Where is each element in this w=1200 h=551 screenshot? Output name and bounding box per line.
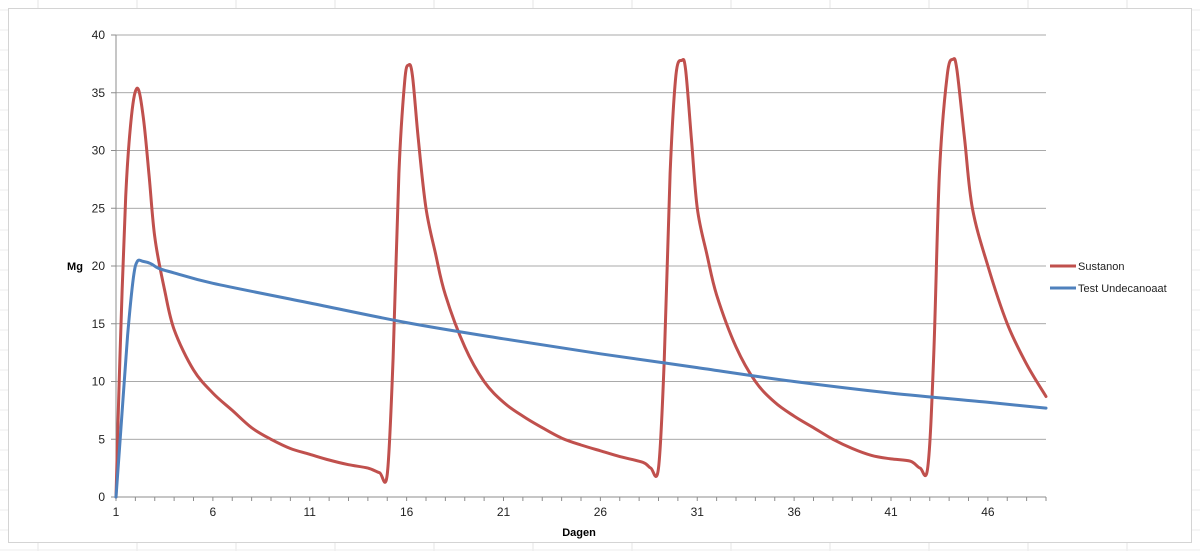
x-tick-label: 16: [400, 505, 414, 519]
y-axis-title: Mg: [67, 261, 83, 273]
y-tick-label: 35: [92, 86, 106, 100]
series-line-sustanon: [114, 57, 1048, 499]
series-line-test-undecanoaat: [114, 258, 1048, 499]
y-tick-label: 20: [92, 259, 106, 273]
legend[interactable]: Sustanon Test Undecanoaat: [1050, 261, 1167, 295]
legend-label-sustanon: Sustanon: [1078, 261, 1124, 273]
x-tick-label: 21: [497, 505, 511, 519]
x-tick-label: 41: [884, 505, 898, 519]
x-axis-title: Dagen: [562, 527, 596, 539]
axes: [111, 34, 1047, 501]
y-tick-label: 25: [92, 201, 106, 215]
legend-label-test-undecanoaat: Test Undecanoaat: [1078, 283, 1167, 295]
gridlines: [116, 34, 1046, 440]
chart-area[interactable]: 0 5 10 15 20 25 30 35 40 1 6 11 16 21 26 31 36 41 46 Mg Da…: [8, 8, 1192, 543]
y-tick-label: 5: [98, 432, 105, 446]
series-lines: [114, 57, 1048, 499]
x-tick-label: 6: [210, 505, 217, 519]
y-tick-label: 10: [92, 375, 106, 389]
x-tick-label: 31: [691, 505, 705, 519]
y-tick-label: 15: [92, 317, 106, 331]
y-tick-label: 30: [92, 144, 106, 158]
y-tick-label: 0: [98, 490, 105, 504]
y-tick-label: 40: [92, 28, 106, 42]
x-tick-label: 11: [304, 505, 317, 519]
x-tick-label: 26: [594, 505, 608, 519]
x-tick-label: 1: [113, 505, 120, 519]
x-tick-label: 36: [787, 505, 801, 519]
x-tick-label: 46: [981, 505, 995, 519]
